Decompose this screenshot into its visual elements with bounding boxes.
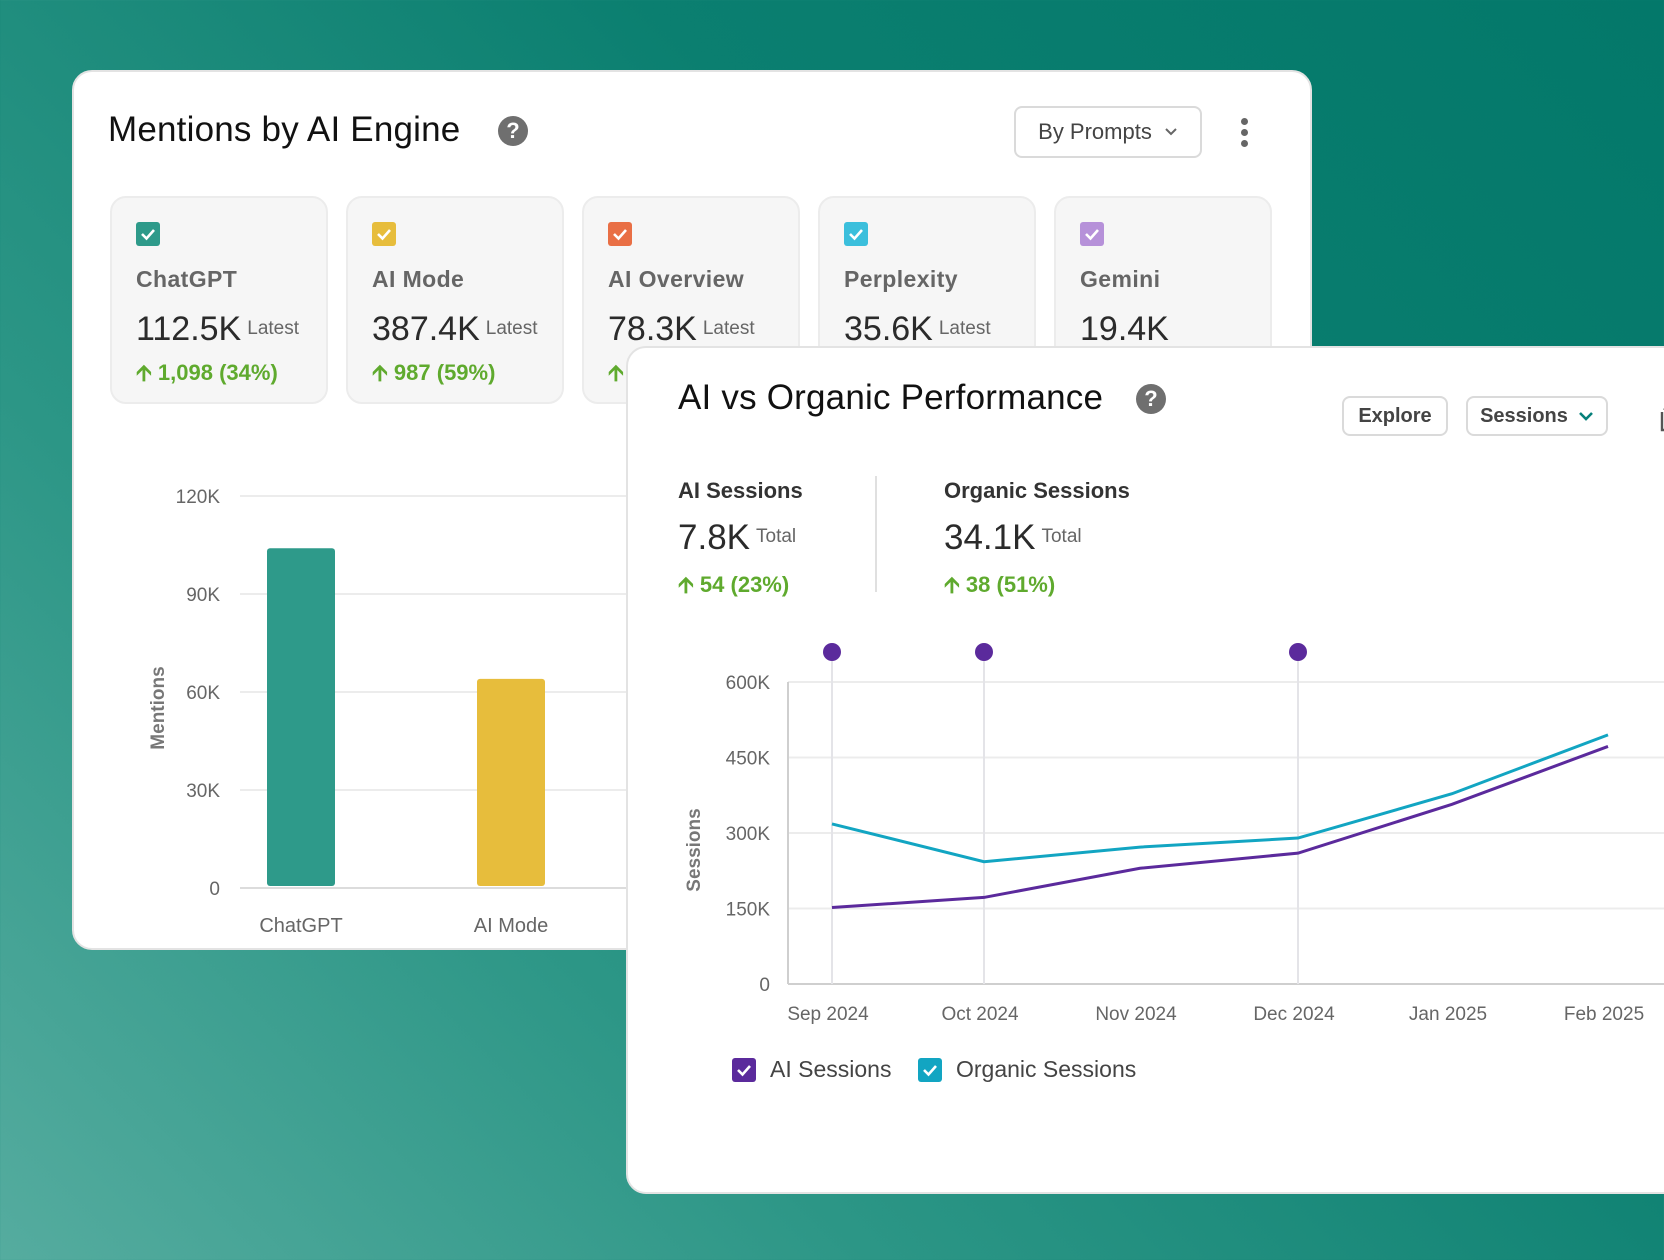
x-tick-label: AI Mode bbox=[474, 915, 548, 937]
legend-label: AI Sessions bbox=[770, 1056, 892, 1082]
checkbox-chatgpt[interactable] bbox=[136, 222, 160, 246]
chevron-down-icon bbox=[1578, 412, 1593, 421]
engine-value: 78.3K Latest bbox=[608, 310, 755, 348]
engine-change: 🡩 1,098 (34%) bbox=[136, 360, 278, 385]
bar-ai-mode[interactable] bbox=[477, 678, 545, 886]
legend-checkbox-organic-sessions[interactable] bbox=[918, 1057, 942, 1082]
stat-divider bbox=[875, 476, 877, 592]
x-tick-label: Dec 2024 bbox=[1253, 1004, 1335, 1025]
x-tick-label: Jan 2025 bbox=[1409, 1004, 1487, 1025]
more-options-icon[interactable] bbox=[1239, 118, 1249, 148]
arrow-up-icon: 🡩 bbox=[608, 360, 624, 385]
x-tick-label: Oct 2024 bbox=[941, 1004, 1019, 1025]
checkbox-perplexity[interactable] bbox=[844, 222, 868, 246]
annotation-marker[interactable] bbox=[823, 643, 841, 661]
check-icon bbox=[141, 229, 155, 241]
chevron-down-icon bbox=[1165, 128, 1177, 136]
checkbox-ai-overview[interactable] bbox=[608, 222, 632, 246]
check-icon bbox=[923, 1064, 937, 1076]
engine-value: 112.5K Latest bbox=[136, 310, 300, 348]
checkbox-gemini[interactable] bbox=[1080, 222, 1104, 246]
arrow-up-icon: 🡩 bbox=[678, 572, 694, 597]
engine-card-chatgpt[interactable]: ChatGPT 112.5K Latest 🡩 1,098 (34%) bbox=[110, 196, 328, 404]
ai-sessions-change: 🡩 54 (23%) bbox=[678, 572, 790, 597]
engine-value: 19.4K bbox=[1080, 310, 1169, 348]
performance-line-chart: 0 150K 300K 450K 600K Sep 2024 Oct 2024 Nov 20… bbox=[684, 643, 1664, 1025]
explore-button[interactable]: Explore bbox=[1342, 396, 1448, 436]
ai-sessions-label: AI Sessions bbox=[678, 478, 803, 503]
mentions-card-title: Mentions by AI Engine bbox=[108, 110, 461, 149]
legend-organic-sessions[interactable]: Organic Sessions bbox=[918, 1056, 1136, 1083]
y-axis-label: Mentions bbox=[148, 666, 169, 749]
y-tick-label: 120K bbox=[176, 487, 221, 508]
engine-card-ai-mode[interactable]: AI Mode 387.4K Latest 🡩 987 (59%) bbox=[346, 196, 564, 404]
share-icon[interactable] bbox=[1648, 400, 1664, 434]
help-icon[interactable]: ? bbox=[1136, 384, 1166, 414]
y-tick-label: 90K bbox=[186, 585, 220, 606]
y-axis-label: Sessions bbox=[684, 808, 705, 891]
legend-checkbox-ai-sessions[interactable] bbox=[732, 1057, 756, 1082]
y-tick-label: 300K bbox=[726, 824, 771, 845]
y-tick-label: 30K bbox=[186, 781, 220, 802]
y-tick-label: 60K bbox=[186, 683, 220, 704]
ai-vs-organic-performance-card: AI vs Organic Performance ? Explore Sess… bbox=[626, 346, 1664, 1194]
series-line-ai-sessions[interactable] bbox=[831, 745, 1609, 909]
performance-card-title: AI vs Organic Performance bbox=[678, 378, 1104, 417]
annotation-marker[interactable] bbox=[1289, 643, 1307, 661]
engine-value: 35.6K Latest bbox=[844, 310, 991, 348]
arrow-up-icon: 🡩 bbox=[944, 572, 960, 597]
y-tick-label: 150K bbox=[726, 900, 771, 921]
bar-chatgpt[interactable] bbox=[267, 548, 335, 886]
check-icon bbox=[849, 229, 863, 241]
arrow-up-icon: 🡩 bbox=[372, 360, 388, 385]
legend-ai-sessions[interactable]: AI Sessions bbox=[732, 1056, 891, 1083]
engine-name: ChatGPT bbox=[136, 266, 238, 292]
legend-label: Organic Sessions bbox=[956, 1056, 1137, 1082]
x-tick-label: Sep 2024 bbox=[787, 1004, 869, 1025]
check-icon bbox=[377, 229, 391, 241]
check-icon bbox=[1085, 229, 1099, 241]
ai-sessions-value: 7.8K Total bbox=[678, 518, 797, 557]
engine-change: 🡩 987 (59%) bbox=[372, 360, 496, 385]
organic-sessions-value: 34.1K Total bbox=[944, 518, 1082, 557]
engine-name: Gemini bbox=[1080, 266, 1161, 292]
y-tick-label: 600K bbox=[726, 673, 771, 694]
x-tick-label: ChatGPT bbox=[259, 915, 342, 937]
organic-sessions-change: 🡩 38 (51%) bbox=[944, 572, 1056, 597]
series-line-organic-sessions[interactable] bbox=[831, 733, 1609, 864]
check-icon bbox=[737, 1064, 751, 1076]
y-tick-label: 0 bbox=[759, 975, 770, 996]
arrow-up-icon: 🡩 bbox=[136, 360, 152, 385]
engine-name: AI Mode bbox=[372, 266, 465, 292]
y-tick-label: 450K bbox=[726, 749, 771, 770]
organic-sessions-label: Organic Sessions bbox=[944, 478, 1130, 503]
mentions-bar-chart: 0 30K 60K 90K 120K ChatGPT AI Mode Mentions bbox=[148, 487, 1310, 937]
x-tick-label: Nov 2024 bbox=[1095, 1004, 1177, 1025]
by-prompts-label: By Prompts bbox=[1038, 119, 1152, 144]
y-tick-label: 0 bbox=[209, 879, 220, 900]
sessions-dropdown-label: Sessions bbox=[1480, 404, 1568, 427]
engine-value: 387.4K Latest bbox=[372, 310, 538, 348]
engine-change: 🡩 bbox=[608, 356, 624, 394]
sessions-dropdown[interactable]: Sessions bbox=[1466, 396, 1608, 436]
engine-name: Perplexity bbox=[844, 266, 958, 292]
annotation-marker[interactable] bbox=[975, 643, 993, 661]
by-prompts-dropdown[interactable]: By Prompts bbox=[1014, 106, 1202, 158]
check-icon bbox=[613, 229, 627, 241]
engine-name: AI Overview bbox=[608, 266, 745, 292]
help-icon[interactable]: ? bbox=[498, 116, 528, 146]
x-tick-label: Feb 2025 bbox=[1564, 1004, 1644, 1025]
checkbox-ai-mode[interactable] bbox=[372, 222, 396, 246]
